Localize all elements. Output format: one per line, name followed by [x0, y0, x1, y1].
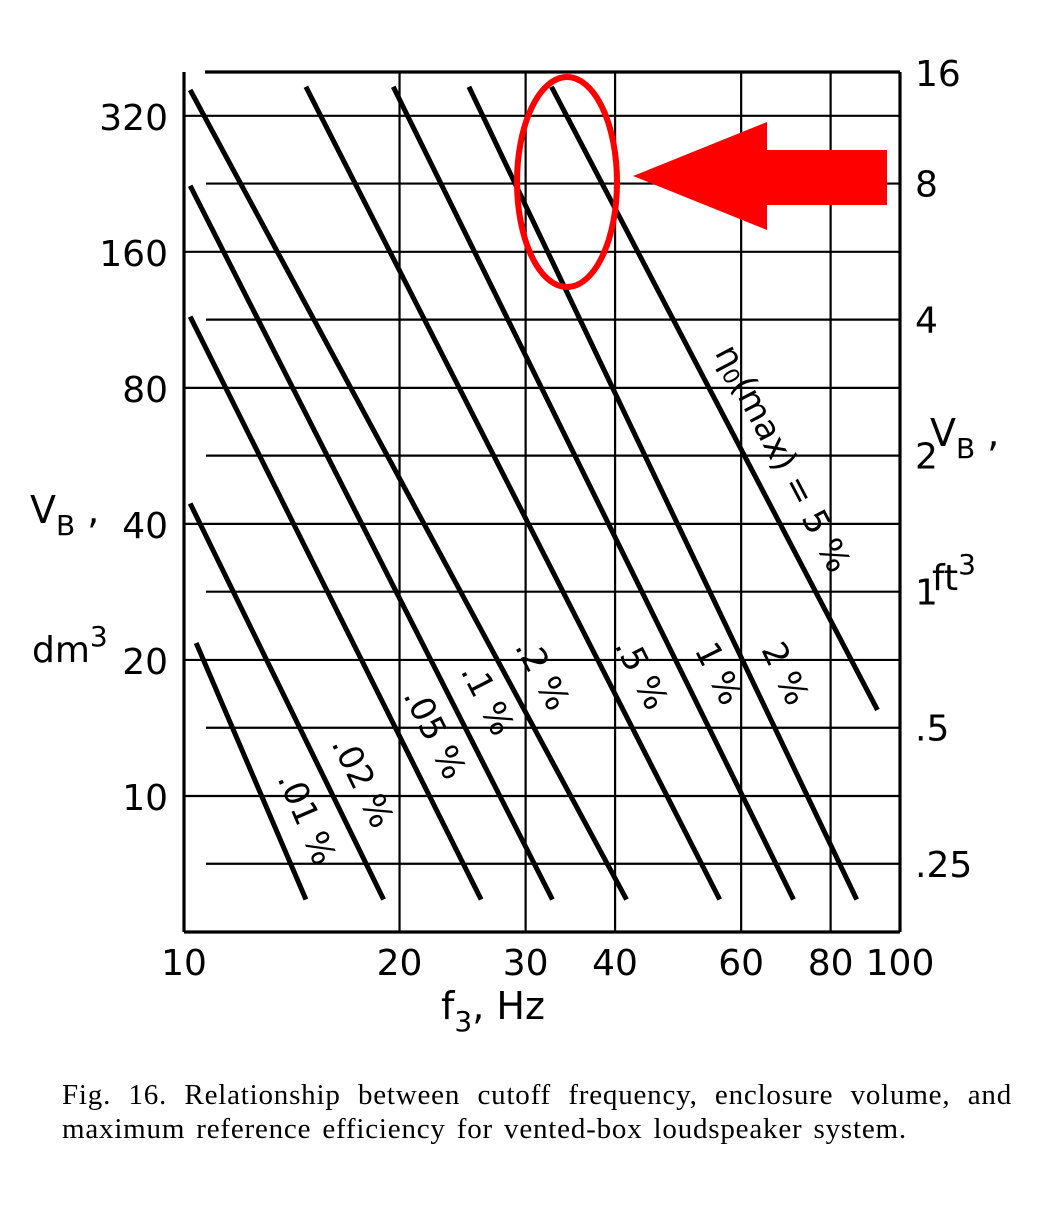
x-tick-label: 30	[503, 943, 549, 984]
series-label-text: .02 %	[323, 729, 402, 834]
x-tick-label: 40	[592, 943, 638, 984]
x-tick-label: 60	[718, 943, 764, 984]
series-label-5: .2 %	[507, 632, 578, 717]
y-tick-label-left: 10	[122, 778, 168, 819]
y-tick-label-left: 320	[99, 98, 168, 139]
chart-axes	[182, 70, 902, 934]
figure-caption: Fig. 16. Relationship between cutoff fre…	[62, 1079, 1012, 1145]
series-label-2: .02 %	[323, 729, 402, 834]
y-tick-label-left: 20	[122, 642, 168, 683]
efficiency-line-5	[187, 88, 629, 901]
y-tick-label-right: 16	[915, 54, 961, 95]
efficiency-line-7	[391, 85, 796, 901]
series-label-text: .1 %	[453, 657, 523, 742]
efficiency-line-1	[193, 642, 309, 901]
efficiency-line-8	[466, 85, 859, 901]
x-tick-label: 20	[377, 943, 423, 984]
y-axis-label-right: VB ,	[930, 411, 999, 465]
series-label-3: .05 %	[395, 681, 474, 786]
y-tick-label-right: 2	[915, 437, 938, 478]
chart-grid	[184, 72, 900, 932]
efficiency-lines	[187, 85, 880, 901]
y-tick-label-right: 8	[915, 165, 938, 206]
y-axis-unit-right: ft3	[932, 548, 976, 599]
series-label-4: .1 %	[453, 657, 523, 742]
series-label-1: .01 %	[269, 766, 344, 871]
x-tick-label: 100	[866, 943, 935, 984]
y-tick-label-left: 40	[122, 506, 168, 547]
x-tick-label: 10	[161, 943, 207, 984]
y-tick-label-right: .5	[915, 709, 949, 750]
highlight-ellipse	[514, 74, 620, 290]
efficiency-line-9	[549, 85, 880, 712]
efficiency-line-6	[303, 85, 722, 901]
efficiency-line-2	[187, 502, 386, 901]
y-tick-label-right: 4	[915, 301, 938, 342]
y-tick-label-right: 1	[915, 573, 938, 614]
series-label-text: η0(max) = 5 %	[706, 338, 859, 580]
series-label-text: .01 %	[269, 766, 344, 871]
x-axis-label: f3, Hz	[441, 984, 545, 1038]
y-tick-label-left: 80	[122, 370, 168, 411]
series-label-9: η0(max) = 5 %	[706, 338, 859, 580]
efficiency-line-4	[187, 184, 555, 901]
efficiency-line-3	[187, 315, 484, 901]
highlight-annotations	[514, 74, 887, 290]
series-label-text: .2 %	[507, 632, 578, 717]
y-tick-label-right: .25	[915, 845, 972, 886]
x-tick-label: 80	[808, 943, 854, 984]
y-axis-label-left: VB ,	[30, 488, 99, 542]
series-label-text: .05 %	[395, 681, 474, 786]
highlight-arrow	[633, 122, 887, 230]
y-tick-label-left: 160	[99, 234, 168, 275]
y-axis-unit-left: dm3	[32, 620, 108, 671]
